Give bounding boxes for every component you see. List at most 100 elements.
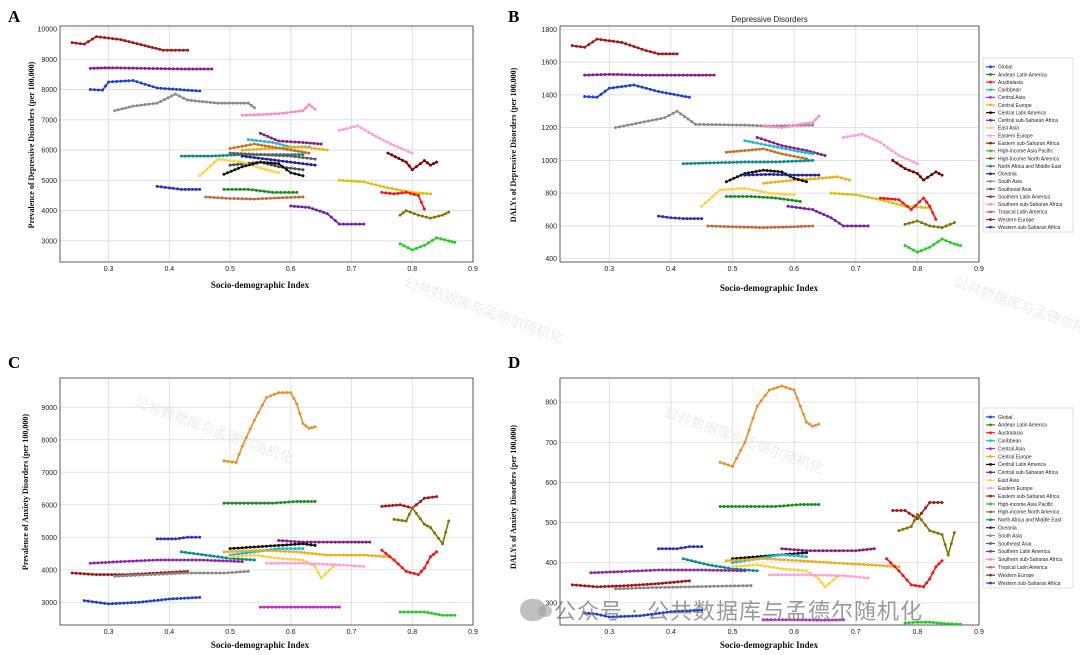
data-point (309, 543, 313, 547)
y-tick-label: 1000 (541, 158, 557, 165)
data-point (143, 103, 147, 107)
data-point (240, 165, 244, 169)
x-tick-label: 0.8 (407, 629, 417, 636)
data-point (776, 170, 780, 174)
legend-marker (989, 439, 992, 443)
data-point (739, 569, 743, 573)
legend-marker (989, 534, 992, 537)
data-point (648, 73, 652, 77)
data-point (226, 550, 230, 554)
data-point (727, 160, 731, 164)
data-point (841, 549, 845, 553)
legend-marker (989, 157, 992, 160)
data-point (757, 225, 761, 229)
data-point (301, 140, 305, 144)
data-point (595, 585, 599, 589)
data-point (224, 556, 228, 560)
data-point (715, 568, 719, 572)
data-point (304, 106, 308, 110)
data-point (881, 564, 885, 568)
data-point (244, 148, 248, 152)
data-point (638, 121, 642, 125)
series-line (718, 503, 821, 509)
data-point (801, 412, 805, 416)
data-point (82, 572, 86, 576)
data-point (410, 151, 414, 155)
data-point (283, 549, 287, 553)
data-point (762, 160, 766, 164)
legend-label: High-income North America (998, 156, 1059, 162)
data-point (731, 187, 735, 191)
data-point (282, 147, 286, 151)
series-line (657, 545, 704, 551)
data-point (307, 103, 311, 107)
data-point (260, 554, 264, 558)
data-point (891, 509, 895, 513)
data-point (281, 543, 285, 547)
data-point (178, 88, 182, 92)
data-point (615, 615, 619, 619)
data-point (905, 578, 909, 582)
data-point (230, 187, 234, 191)
data-point (269, 544, 273, 548)
data-point (784, 225, 788, 229)
legend-label: Central Latin America (998, 110, 1046, 116)
y-tick-label: 400 (545, 560, 557, 567)
data-point (266, 161, 270, 165)
data-point (728, 178, 732, 182)
data-point (300, 605, 304, 609)
data-point (782, 160, 786, 164)
data-point (685, 73, 689, 77)
data-point (714, 564, 718, 568)
series-path (615, 110, 813, 129)
data-point (232, 159, 236, 163)
data-point (171, 597, 175, 601)
data-point (665, 73, 669, 77)
data-point (761, 505, 765, 509)
data-point (743, 556, 747, 560)
data-point (604, 570, 608, 574)
data-point (940, 501, 944, 505)
data-point (780, 553, 784, 557)
data-point (337, 563, 341, 567)
data-point (618, 125, 622, 129)
data-point (285, 147, 289, 151)
data-point (281, 539, 285, 543)
data-point (696, 608, 700, 612)
data-point (303, 150, 307, 154)
data-point (297, 145, 301, 149)
data-point (866, 195, 870, 199)
data-point (304, 424, 308, 428)
data-point (587, 584, 591, 588)
data-point (265, 112, 268, 116)
series-line (841, 132, 919, 166)
data-point (613, 587, 617, 591)
legend-label: South Asia (998, 533, 1022, 539)
data-point (915, 250, 919, 254)
data-point (167, 67, 171, 71)
data-point (620, 570, 624, 574)
data-point (937, 562, 941, 566)
data-point (798, 159, 802, 163)
data-point (800, 548, 804, 552)
data-point (277, 556, 281, 560)
legend-marker (989, 431, 992, 435)
data-point (208, 100, 212, 104)
data-point (794, 205, 798, 209)
data-point (248, 558, 252, 562)
data-point (866, 563, 870, 567)
data-point (743, 440, 747, 444)
data-point (321, 148, 325, 152)
data-point (817, 173, 821, 177)
data-point (924, 620, 928, 624)
data-point (811, 123, 815, 127)
data-point (273, 392, 277, 396)
data-point (755, 124, 759, 128)
data-point (702, 122, 706, 126)
data-point (786, 198, 790, 202)
data-point (297, 161, 301, 165)
data-point (262, 167, 266, 171)
series-line (265, 561, 366, 568)
data-point (718, 224, 722, 228)
data-point (271, 549, 275, 553)
